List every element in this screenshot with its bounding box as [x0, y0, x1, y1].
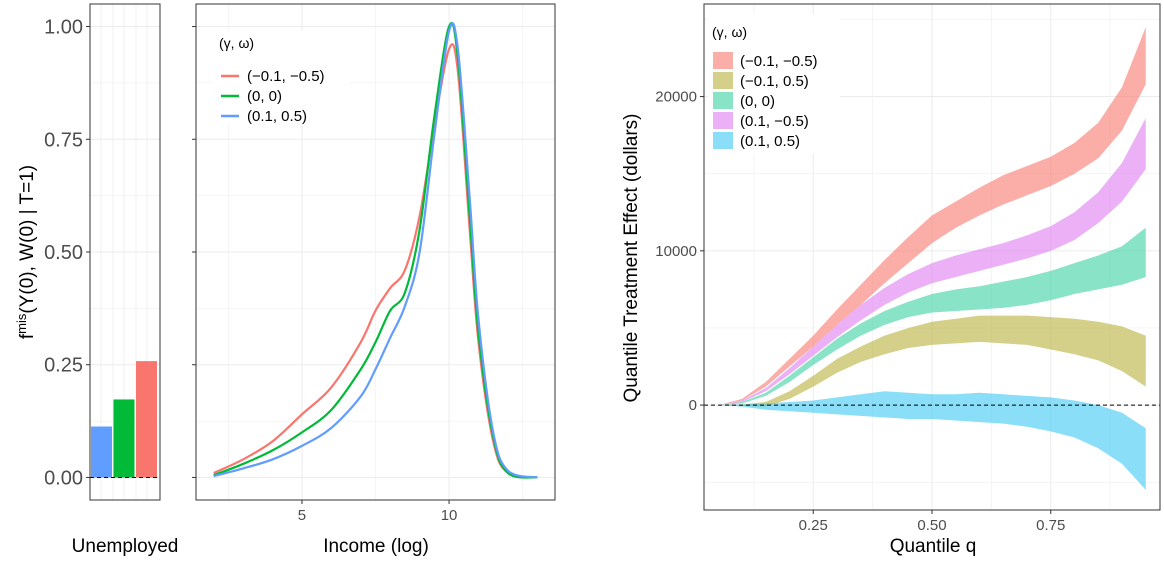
- y-tick-label: 0.50: [44, 242, 83, 264]
- y-tick-label: 0.00: [44, 467, 83, 489]
- legend-label: (0, 0): [247, 88, 282, 105]
- qte-ribbon-0: [718, 27, 1146, 406]
- legend-key-swatch: [713, 72, 733, 89]
- legend-label: (−0.1, −0.5): [740, 53, 818, 70]
- legend-key-swatch: [713, 92, 733, 109]
- y-axis-label-qte: Quantile Treatment Effect (dollars): [621, 114, 642, 403]
- qte-ribbon-1: [718, 315, 1146, 407]
- x-axis-label-quantile: Quantile q: [890, 536, 977, 557]
- y-axis-label-rest: (Y(0), W(0) | T=1): [17, 165, 38, 314]
- y-tick-label: 0.75: [44, 129, 83, 151]
- x-tick-label: 0.75: [1036, 517, 1065, 534]
- legend-key-swatch: [713, 132, 733, 149]
- legend-label: (−0.1, −0.5): [247, 68, 325, 85]
- density-line-1: [213, 21, 538, 479]
- x-axis-label-income: Income (log): [323, 536, 429, 557]
- legend-key-swatch: [713, 112, 733, 129]
- qte-ribbon-4: [718, 391, 1146, 490]
- x-tick-label: 0.50: [917, 517, 946, 534]
- y-tick-label: 0.25: [44, 355, 83, 377]
- y-tick-label: 1.00: [44, 17, 83, 39]
- y-tick-label: 20000: [655, 89, 697, 106]
- bar-2: [136, 361, 157, 478]
- y-axis-label-f: f: [17, 333, 38, 339]
- y-tick-label: 10000: [655, 243, 697, 260]
- density-line-2: [213, 22, 538, 479]
- legend-label: (0.1, 0.5): [740, 133, 800, 150]
- legend-title: (γ, ω): [712, 24, 747, 40]
- y-axis-label-density: fmis(Y(0), W(0) | T=1): [14, 165, 38, 339]
- legend-label: (−0.1, 0.5): [740, 73, 809, 90]
- x-tick-label: 5: [298, 507, 306, 524]
- legend-label: (0, 0): [740, 93, 775, 110]
- x-axis-label-unemployed: Unemployed: [72, 536, 179, 557]
- y-tick-label: 0: [689, 397, 697, 414]
- legend-title: (γ, ω): [219, 35, 254, 51]
- bar-0: [91, 426, 112, 478]
- x-tick-label: 10: [441, 507, 458, 524]
- legend-key-swatch: [713, 52, 733, 69]
- legend-label: (0.1, 0.5): [247, 108, 307, 125]
- y-axis-label-sup: mis: [14, 313, 29, 334]
- bar-1: [113, 399, 135, 478]
- x-tick-label: 0.25: [799, 517, 828, 534]
- legend-label: (0.1, −0.5): [740, 113, 809, 130]
